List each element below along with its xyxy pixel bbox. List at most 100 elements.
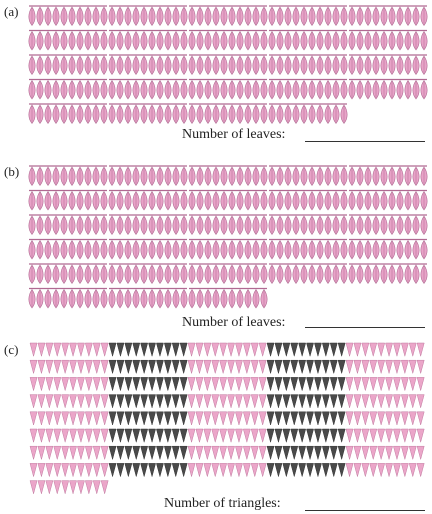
- leaf-group: [188, 54, 268, 75]
- triangle-icon: [69, 394, 77, 409]
- leaf-group: [108, 263, 188, 284]
- triangle-icon: [29, 359, 38, 375]
- triangle-icon: [108, 342, 117, 358]
- triangle-icon: [100, 480, 109, 495]
- answer-line-a[interactable]: [305, 141, 425, 142]
- triangle-icon: [385, 394, 393, 409]
- triangle-icon: [353, 411, 362, 426]
- triangle-icon: [69, 377, 77, 392]
- triangle-icon: [77, 394, 85, 409]
- triangle-icon: [306, 463, 314, 478]
- triangle-icon: [306, 394, 314, 409]
- triangle-icon: [306, 428, 314, 444]
- triangle-icon: [345, 394, 354, 409]
- leaf-group: [28, 54, 108, 75]
- triangle-icon: [45, 445, 54, 461]
- triangle-icon: [408, 342, 417, 358]
- triangle-icon: [353, 377, 362, 392]
- triangle-icon: [69, 463, 77, 478]
- leaf-row: [28, 189, 428, 211]
- triangle-icon: [92, 428, 101, 444]
- triangle-icon: [100, 342, 109, 358]
- triangle-group: [108, 428, 188, 444]
- triangle-icon: [377, 377, 386, 392]
- triangle-icon: [219, 445, 228, 461]
- leaf-group: [188, 78, 268, 100]
- leaf-grid-b: [28, 165, 428, 309]
- triangle-icon: [393, 411, 401, 426]
- triangle-icon: [219, 342, 228, 358]
- triangle-icon: [274, 359, 283, 375]
- triangle-icon: [179, 377, 188, 392]
- triangle-icon: [274, 445, 283, 461]
- triangle-icon: [100, 463, 109, 478]
- triangle-icon: [321, 411, 330, 426]
- leaf-group: [188, 287, 268, 309]
- triangle-icon: [179, 428, 188, 444]
- triangle-icon: [353, 394, 362, 409]
- triangle-icon: [408, 377, 417, 392]
- triangle-icon: [148, 342, 156, 358]
- triangle-icon: [353, 359, 362, 375]
- triangle-icon: [29, 445, 38, 461]
- triangle-icon: [140, 463, 149, 478]
- triangle-icon: [337, 445, 346, 461]
- triangle-icon: [77, 359, 85, 375]
- leaf-group: [28, 214, 108, 235]
- triangle-icon: [290, 428, 299, 444]
- triangle-icon: [132, 342, 141, 358]
- triangle-icon: [69, 342, 77, 358]
- triangle-icon: [408, 394, 417, 409]
- triangle-icon: [337, 394, 346, 409]
- triangle-icon: [314, 411, 322, 426]
- triangle-icon: [140, 377, 149, 392]
- triangle-icon: [156, 445, 164, 461]
- triangle-icon: [400, 342, 409, 358]
- answer-line-c[interactable]: [305, 510, 425, 511]
- triangle-icon: [400, 411, 409, 426]
- triangle-icon: [337, 342, 346, 358]
- triangle-icon: [108, 428, 117, 444]
- leaf-group: [188, 165, 268, 186]
- triangle-icon: [369, 377, 378, 392]
- triangle-icon: [361, 359, 370, 375]
- triangle-icon: [187, 463, 196, 478]
- triangle-icon: [61, 359, 70, 375]
- triangle-icon: [408, 359, 417, 375]
- leaf-row: [28, 214, 428, 235]
- triangle-icon: [148, 359, 156, 375]
- triangle-icon: [77, 377, 85, 392]
- triangle-icon: [408, 445, 417, 461]
- triangle-icon: [266, 463, 275, 478]
- triangle-icon: [219, 463, 228, 478]
- triangle-icon: [29, 463, 38, 478]
- triangle-icon: [361, 411, 370, 426]
- triangle-icon: [140, 411, 149, 426]
- triangle-icon: [108, 463, 117, 478]
- triangle-icon: [45, 394, 54, 409]
- triangle-icon: [156, 428, 164, 444]
- triangle-icon: [266, 359, 275, 375]
- triangle-icon: [61, 411, 70, 426]
- triangle-icon: [250, 342, 259, 358]
- triangle-icon: [400, 463, 409, 478]
- triangle-icon: [266, 377, 275, 392]
- section-b-label: (b): [4, 164, 20, 179]
- leaf-group: [28, 165, 108, 186]
- triangle-icon: [400, 359, 409, 375]
- triangle-icon: [235, 359, 243, 375]
- triangle-icon: [416, 377, 425, 392]
- triangle-icon: [195, 463, 204, 478]
- triangle-icon: [258, 359, 267, 375]
- leaf-group: [108, 238, 188, 260]
- triangle-icon: [266, 342, 275, 358]
- triangle-group: [29, 394, 109, 409]
- triangle-icon: [163, 463, 172, 478]
- triangle-icon: [53, 463, 62, 478]
- triangle-row: [29, 445, 425, 461]
- triangle-icon: [282, 411, 291, 426]
- triangle-icon: [132, 445, 141, 461]
- leaf-group: [108, 214, 188, 235]
- answer-line-b[interactable]: [305, 327, 425, 328]
- leaf-group: [188, 189, 268, 211]
